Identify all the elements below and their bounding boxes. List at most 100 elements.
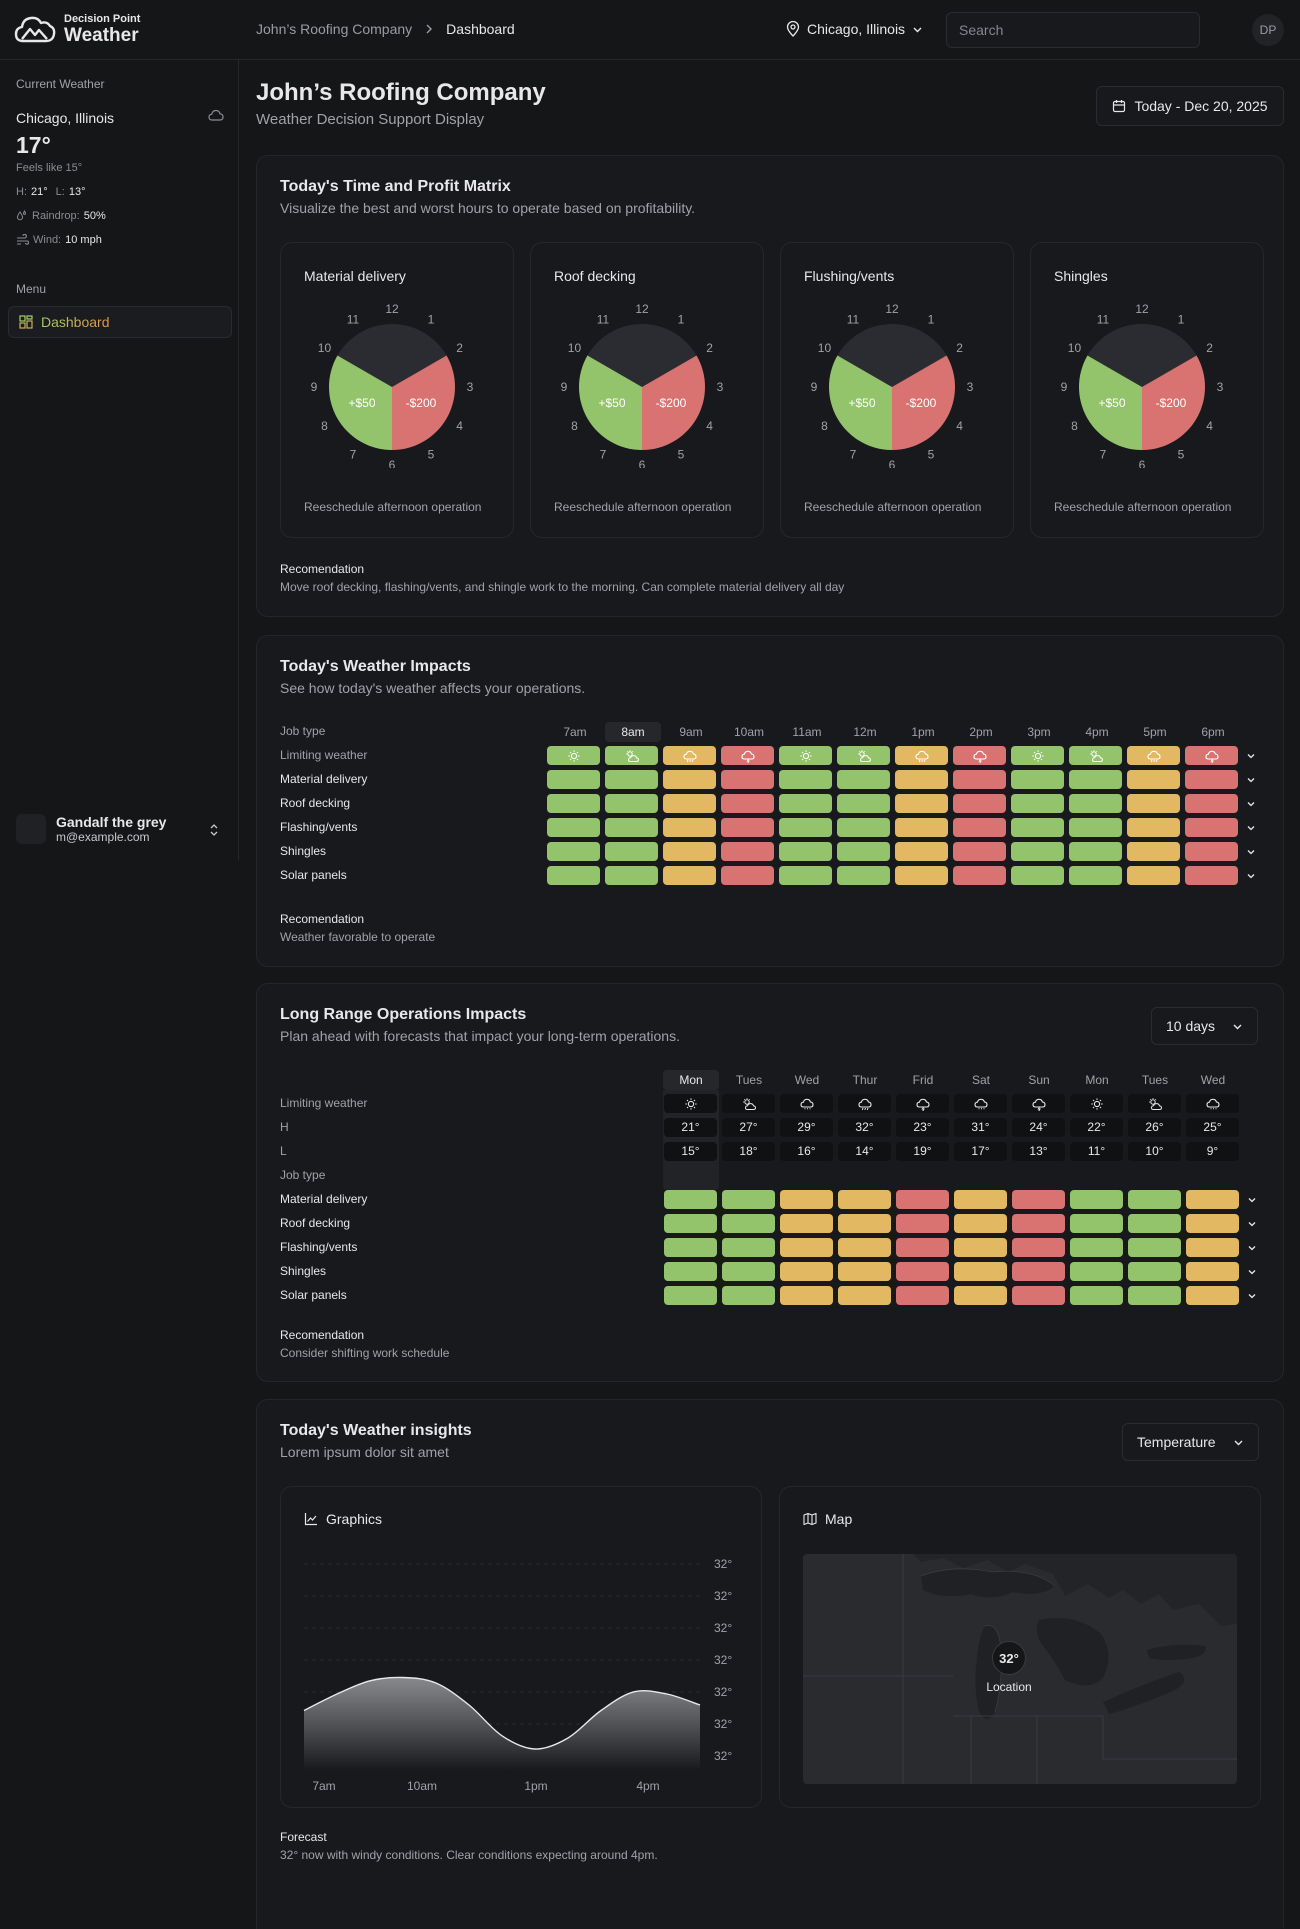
status-cell[interactable] [1011, 770, 1064, 789]
day-column-header[interactable]: Sat [971, 1073, 990, 1087]
status-cell[interactable] [954, 1286, 1007, 1305]
status-cell[interactable] [721, 770, 774, 789]
status-cell[interactable] [1070, 1262, 1123, 1281]
status-cell[interactable] [1186, 1190, 1239, 1209]
status-cell[interactable] [1012, 1238, 1065, 1257]
status-cell[interactable] [1069, 770, 1122, 789]
status-cell[interactable] [663, 794, 716, 813]
day-column-header[interactable]: Wed [794, 1073, 820, 1087]
status-cell[interactable] [547, 842, 600, 861]
status-cell[interactable] [547, 794, 600, 813]
day-column-header[interactable]: Mon [1085, 1073, 1109, 1087]
status-cell[interactable] [1128, 1286, 1181, 1305]
expand-row-button[interactable] [1242, 842, 1260, 861]
status-cell[interactable] [1011, 794, 1064, 813]
status-cell[interactable] [1127, 770, 1180, 789]
hour-column-header[interactable]: 3pm [1027, 725, 1051, 739]
status-cell[interactable] [1185, 866, 1238, 885]
status-cell[interactable] [953, 770, 1006, 789]
hour-column-header[interactable]: 4pm [1085, 725, 1109, 739]
status-cell[interactable] [1012, 1262, 1065, 1281]
hour-column-header[interactable]: 10am [733, 725, 765, 739]
chevrons-up-down-icon[interactable] [208, 822, 220, 838]
status-cell[interactable] [837, 866, 890, 885]
status-cell[interactable] [896, 1190, 949, 1209]
status-cell[interactable] [1011, 842, 1064, 861]
expand-row-button[interactable] [1243, 1190, 1261, 1209]
status-cell[interactable] [1070, 1214, 1123, 1233]
status-cell[interactable] [664, 1262, 717, 1281]
status-cell[interactable] [663, 866, 716, 885]
hour-column-header[interactable]: 5pm [1143, 725, 1167, 739]
status-cell[interactable] [1069, 818, 1122, 837]
expand-row-button[interactable] [1243, 1262, 1261, 1281]
status-cell[interactable] [1012, 1286, 1065, 1305]
status-cell[interactable] [1127, 818, 1180, 837]
status-cell[interactable] [1012, 1214, 1065, 1233]
hour-column-header[interactable]: 12m [853, 725, 877, 739]
status-cell[interactable] [1011, 866, 1064, 885]
user-profile[interactable]: Gandalf the grey m@example.com [16, 810, 226, 848]
status-cell[interactable] [954, 1214, 1007, 1233]
status-cell[interactable] [1070, 1238, 1123, 1257]
range-dropdown[interactable]: 10 days [1151, 1007, 1258, 1045]
date-picker-button[interactable]: Today - Dec 20, 2025 [1096, 86, 1284, 126]
status-cell[interactable] [1186, 1238, 1239, 1257]
status-cell[interactable] [663, 818, 716, 837]
status-cell[interactable] [663, 770, 716, 789]
status-cell[interactable] [954, 1190, 1007, 1209]
map-marker-value[interactable]: 32° [992, 1641, 1026, 1675]
status-cell[interactable] [547, 770, 600, 789]
status-cell[interactable] [895, 770, 948, 789]
status-cell[interactable] [837, 794, 890, 813]
expand-row-button[interactable] [1242, 818, 1260, 837]
breadcrumb-dashboard[interactable]: Dashboard [446, 21, 515, 37]
status-cell[interactable] [1069, 866, 1122, 885]
hour-column-header[interactable]: 6pm [1201, 725, 1225, 739]
status-cell[interactable] [837, 818, 890, 837]
status-cell[interactable] [896, 1238, 949, 1257]
status-cell[interactable] [1128, 1262, 1181, 1281]
day-column-header[interactable]: Tues [735, 1073, 763, 1087]
day-column-header[interactable]: Frid [912, 1073, 934, 1087]
status-cell[interactable] [896, 1262, 949, 1281]
status-cell[interactable] [1070, 1190, 1123, 1209]
status-cell[interactable] [838, 1238, 891, 1257]
hour-column-header[interactable]: 7am [563, 725, 587, 739]
status-cell[interactable] [895, 818, 948, 837]
status-cell[interactable] [780, 1286, 833, 1305]
status-cell[interactable] [1128, 1214, 1181, 1233]
status-cell[interactable] [1186, 1214, 1239, 1233]
status-cell[interactable] [1186, 1286, 1239, 1305]
day-column-header[interactable]: Mon [663, 1070, 719, 1090]
status-cell[interactable] [605, 794, 658, 813]
location-selector[interactable]: Chicago, Illinois [786, 21, 923, 37]
status-cell[interactable] [953, 842, 1006, 861]
status-cell[interactable] [1069, 794, 1122, 813]
status-cell[interactable] [838, 1190, 891, 1209]
status-cell[interactable] [779, 866, 832, 885]
day-column-header[interactable]: Thur [852, 1073, 878, 1087]
status-cell[interactable] [779, 794, 832, 813]
expand-row-button[interactable] [1242, 794, 1260, 813]
status-cell[interactable] [605, 866, 658, 885]
status-cell[interactable] [780, 1262, 833, 1281]
status-cell[interactable] [1127, 794, 1180, 813]
status-cell[interactable] [1011, 818, 1064, 837]
status-cell[interactable] [779, 770, 832, 789]
status-cell[interactable] [1128, 1238, 1181, 1257]
logo[interactable]: Decision Point Weather [14, 13, 140, 45]
status-cell[interactable] [721, 842, 774, 861]
status-cell[interactable] [722, 1238, 775, 1257]
expand-row-button[interactable] [1242, 746, 1260, 765]
status-cell[interactable] [953, 818, 1006, 837]
hour-column-header[interactable]: 9am [679, 725, 703, 739]
status-cell[interactable] [895, 866, 948, 885]
day-column-header[interactable]: Wed [1200, 1073, 1226, 1087]
status-cell[interactable] [1185, 842, 1238, 861]
expand-row-button[interactable] [1243, 1238, 1261, 1257]
status-cell[interactable] [837, 842, 890, 861]
status-cell[interactable] [895, 842, 948, 861]
breadcrumb-company[interactable]: John’s Roofing Company [256, 21, 413, 37]
expand-row-button[interactable] [1243, 1286, 1261, 1305]
